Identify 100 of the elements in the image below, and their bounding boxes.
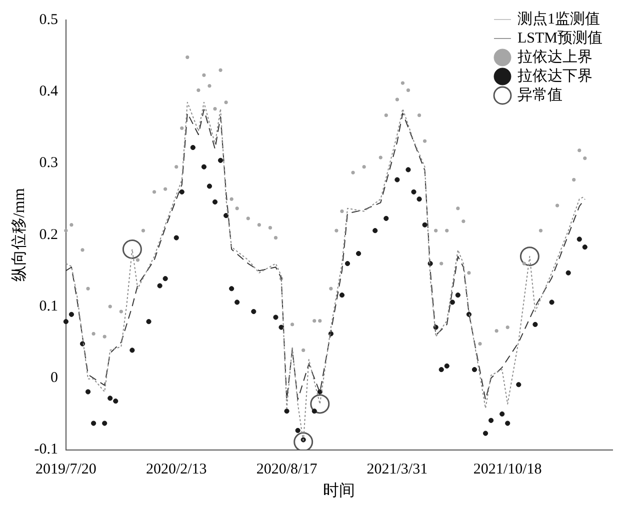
point: [157, 283, 162, 288]
point: [273, 314, 278, 320]
point: [445, 228, 449, 232]
point: [295, 428, 300, 434]
point: [500, 411, 505, 417]
point: [318, 319, 322, 323]
legend-label: LSTM预测值: [517, 29, 603, 46]
point: [206, 184, 212, 189]
point: [450, 300, 455, 305]
point: [444, 363, 450, 369]
point: [334, 228, 338, 232]
x-tick-label: 2021/3/31: [366, 462, 428, 478]
y-tick-label: 0.3: [39, 155, 58, 172]
point: [152, 190, 156, 194]
point: [572, 178, 576, 182]
point: [146, 319, 152, 324]
point: [340, 209, 344, 214]
point: [440, 262, 444, 266]
point: [516, 382, 522, 388]
point: [494, 329, 498, 333]
x-axis-title: 时间: [323, 482, 356, 500]
point: [119, 310, 124, 314]
point: [356, 250, 362, 256]
point: [384, 216, 389, 221]
point: [136, 258, 140, 262]
point: [257, 223, 262, 227]
point: [91, 420, 96, 426]
point: [223, 213, 229, 218]
point: [234, 300, 240, 305]
point: [394, 177, 400, 182]
point: [230, 197, 234, 201]
y-tick-label: 0.1: [39, 298, 58, 314]
point: [294, 432, 314, 450]
point: [213, 106, 217, 111]
y-tick-label: 0.4: [39, 84, 58, 100]
point: [284, 408, 290, 414]
point: [163, 187, 168, 191]
point: [68, 312, 74, 317]
point: [482, 430, 488, 436]
point: [102, 420, 108, 426]
point: [312, 319, 316, 323]
point: [202, 73, 206, 78]
point: [400, 81, 405, 85]
point: [92, 332, 96, 336]
point: [417, 113, 422, 118]
point: [190, 144, 196, 150]
point: [555, 204, 560, 208]
point: [538, 228, 543, 232]
point: [462, 219, 466, 224]
y-tick-label: 0.5: [39, 12, 58, 28]
point: [578, 148, 582, 152]
legend-label: 异常值: [517, 86, 562, 104]
point: [102, 334, 106, 338]
point: [70, 223, 74, 227]
legend-label: 测点1监测值: [517, 10, 600, 28]
point: [344, 261, 350, 266]
point: [64, 228, 68, 232]
point: [186, 55, 190, 60]
x-tick-label: 2020/8/17: [256, 462, 318, 478]
point: [312, 408, 317, 414]
point: [108, 304, 112, 308]
point: [310, 394, 330, 414]
point: [422, 222, 428, 228]
point: [505, 420, 510, 426]
point: [212, 199, 218, 204]
point: [434, 228, 438, 232]
point: [274, 236, 278, 240]
point: [384, 113, 388, 118]
point: [339, 292, 345, 298]
point: [378, 156, 382, 160]
point: [301, 348, 306, 352]
point: [218, 158, 224, 163]
legend-label: 拉依达上界: [517, 48, 592, 66]
point: [208, 84, 212, 88]
point: [406, 167, 411, 172]
point: [86, 286, 90, 290]
point: [472, 367, 478, 372]
point: [438, 367, 444, 372]
point: [180, 126, 184, 130]
point: [268, 226, 272, 230]
point: [422, 139, 427, 143]
point: [179, 189, 184, 194]
point: [456, 206, 460, 210]
point: [583, 156, 587, 160]
point: [201, 164, 207, 170]
point: [141, 228, 146, 232]
point: [122, 239, 142, 259]
point: [522, 262, 526, 266]
point: [411, 189, 416, 194]
point: [113, 398, 118, 404]
point: [251, 309, 256, 314]
point: [63, 319, 68, 324]
point: [582, 244, 588, 250]
point: [108, 396, 113, 401]
point: [576, 236, 582, 242]
point: [478, 342, 482, 346]
point: [549, 300, 554, 305]
point: [290, 322, 294, 326]
point: [162, 276, 168, 282]
point: [85, 389, 91, 394]
